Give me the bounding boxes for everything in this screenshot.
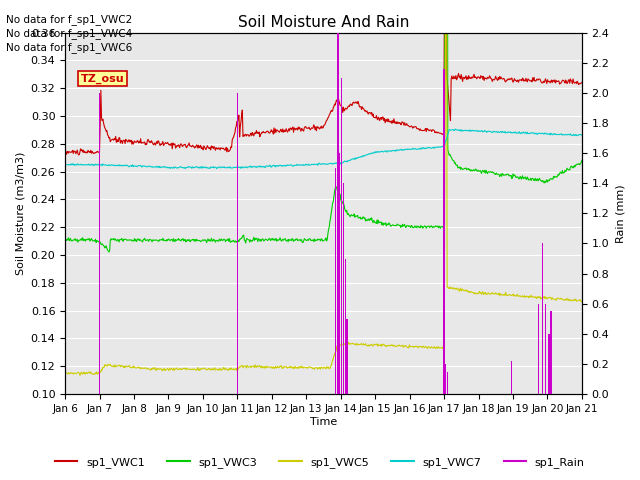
Bar	[444, 69, 445, 394]
Bar	[337, 33, 339, 394]
Text: TZ_osu: TZ_osu	[81, 73, 124, 84]
Bar	[548, 334, 550, 394]
Bar	[541, 243, 543, 394]
Bar	[340, 78, 342, 394]
Bar	[545, 304, 547, 394]
Bar	[538, 304, 540, 394]
Bar	[237, 93, 238, 394]
Text: No data for f_sp1_VWC2: No data for f_sp1_VWC2	[6, 13, 132, 24]
Bar	[343, 183, 344, 394]
Bar	[344, 259, 346, 394]
Title: Soil Moisture And Rain: Soil Moisture And Rain	[238, 15, 409, 30]
Bar	[447, 372, 448, 394]
Bar	[346, 319, 348, 394]
X-axis label: Time: Time	[310, 417, 337, 427]
Y-axis label: Soil Moisture (m3/m3): Soil Moisture (m3/m3)	[15, 152, 25, 275]
Legend: sp1_VWC1, sp1_VWC3, sp1_VWC5, sp1_VWC7, sp1_Rain: sp1_VWC1, sp1_VWC3, sp1_VWC5, sp1_VWC7, …	[51, 452, 589, 472]
Text: No data for f_sp1_VWC4: No data for f_sp1_VWC4	[6, 28, 132, 39]
Y-axis label: Rain (mm): Rain (mm)	[615, 184, 625, 243]
Bar	[511, 361, 512, 394]
Bar	[99, 93, 100, 394]
Bar	[335, 168, 336, 394]
Bar	[550, 311, 552, 394]
Bar	[445, 364, 447, 394]
Text: No data for f_sp1_VWC6: No data for f_sp1_VWC6	[6, 42, 132, 53]
Bar	[339, 153, 340, 394]
